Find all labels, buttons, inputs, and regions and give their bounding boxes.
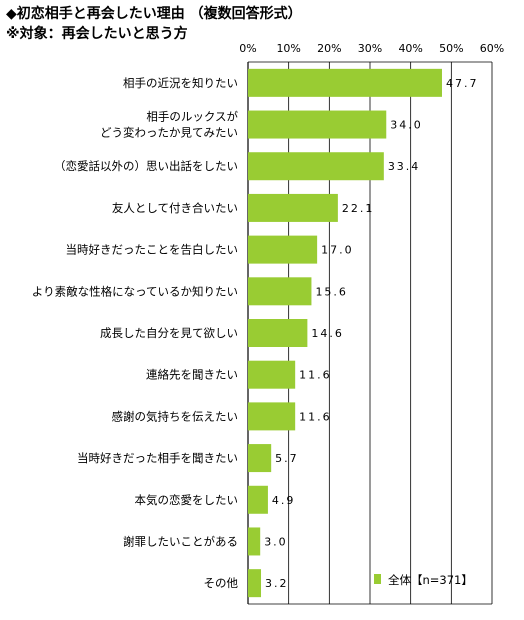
category-label: 感謝の気持ちを伝えたい xyxy=(112,409,239,423)
bar xyxy=(248,360,296,389)
category-label: 当時好きだったことを告白したい xyxy=(66,243,239,257)
category-label: 成長した自分を見て欲しい xyxy=(100,326,238,340)
category-label: 相手のルックスがどう変わったか見てみたい xyxy=(100,110,238,140)
value-label: 15.6 xyxy=(315,285,348,298)
bar xyxy=(248,319,308,347)
x-tick-label: 60% xyxy=(480,42,504,55)
category-label: その他 xyxy=(204,576,239,590)
title-block: ◆初恋相手と再会したい理由 （複数回答形式） ※対象：再会したいと思う方 xyxy=(6,4,302,44)
value-label: 33.4 xyxy=(388,160,421,173)
value-label: 11.6 xyxy=(299,410,332,423)
bar xyxy=(248,444,272,473)
bar xyxy=(248,235,318,264)
category-label: 友人として付き合いたい xyxy=(112,201,238,215)
chart-title: ◆初恋相手と再会したい理由 （複数回答形式） xyxy=(6,6,302,22)
value-label: 3.2 xyxy=(265,577,289,590)
category-label: 連絡先を聞きたい xyxy=(146,368,238,382)
category-label: 本気の恋愛をしたい xyxy=(135,493,239,507)
x-tick-label: 50% xyxy=(439,42,463,55)
value-label: 4.9 xyxy=(272,494,296,507)
value-label: 3.0 xyxy=(264,535,288,548)
x-tick-label: 20% xyxy=(317,42,341,55)
bar xyxy=(248,110,387,139)
bar xyxy=(248,402,296,431)
legend-label: 全体【n=371】 xyxy=(388,573,473,587)
category-label: 相手の近況を知りたい xyxy=(123,76,238,90)
bar xyxy=(248,277,312,306)
x-tick-label: 40% xyxy=(398,42,422,55)
category-label: （恋愛話以外の）思い出話をしたい xyxy=(54,159,238,173)
x-tick-label: 30% xyxy=(358,42,382,55)
bar xyxy=(248,485,268,514)
value-label: 11.6 xyxy=(299,369,332,382)
bar xyxy=(248,569,262,598)
legend-swatch xyxy=(374,574,381,584)
category-label: 当時好きだった相手を聞きたい xyxy=(77,451,238,465)
bar xyxy=(248,527,261,556)
chart-subtitle: ※対象：再会したいと思う方 xyxy=(6,26,188,42)
value-label: 14.6 xyxy=(311,327,344,340)
value-label: 22.1 xyxy=(342,202,375,215)
x-tick-label: 0% xyxy=(239,42,256,55)
bar xyxy=(248,68,442,97)
value-label: 5.7 xyxy=(275,452,299,465)
category-label: 謝罪したいことがある xyxy=(123,534,238,548)
category-label: より素敵な性格になっているか知りたい xyxy=(32,284,238,298)
value-label: 34.0 xyxy=(390,119,423,132)
x-tick-label: 10% xyxy=(276,42,300,55)
bar xyxy=(248,152,384,181)
value-label: 17.0 xyxy=(321,244,354,257)
bar xyxy=(248,193,338,222)
value-label: 47.7 xyxy=(446,77,479,90)
